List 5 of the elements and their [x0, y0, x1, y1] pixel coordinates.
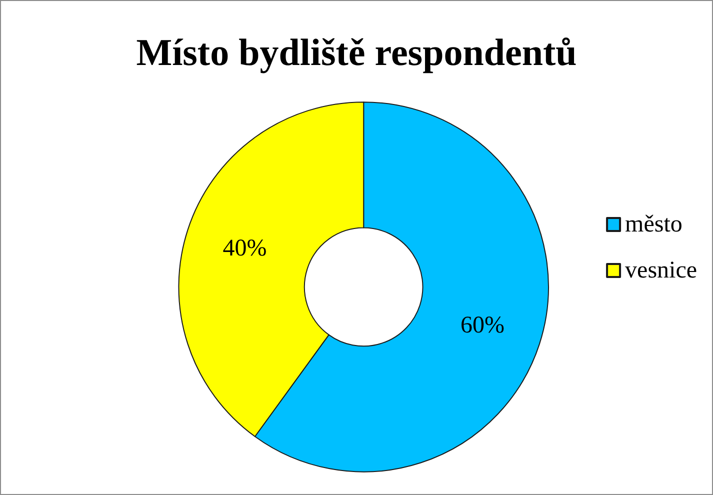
legend-label: město	[625, 212, 682, 238]
data-label: 40%	[222, 235, 267, 262]
legend-label: vesnice	[625, 258, 698, 284]
data-label: 60%	[460, 312, 505, 339]
chart-title: Místo bydliště respondentů	[136, 32, 577, 74]
